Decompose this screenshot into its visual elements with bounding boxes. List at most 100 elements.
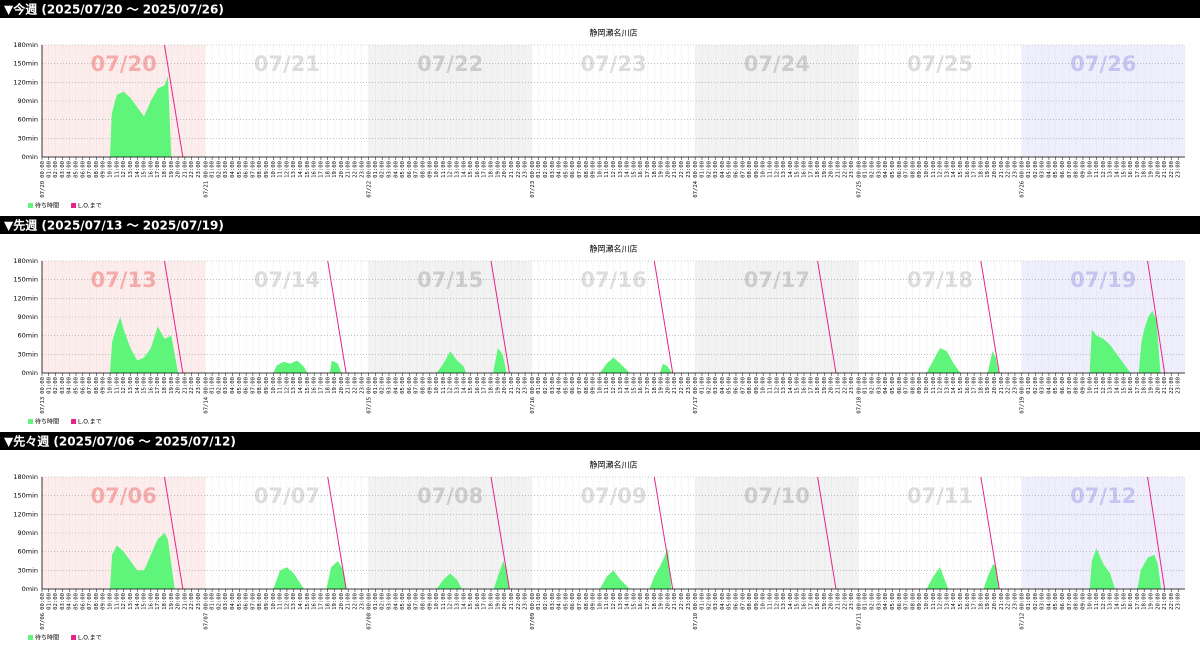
x-tick-label: 17:00	[482, 593, 488, 610]
x-tick-label: 06:00	[1060, 593, 1066, 610]
x-tick-label: 11:00	[441, 377, 447, 394]
x-tick-label: 07:00	[250, 377, 256, 394]
x-tick-label: 08:00	[1074, 161, 1080, 178]
x-tick-label: 21:00	[1162, 593, 1168, 610]
x-tick-label: 14:00	[135, 161, 141, 178]
x-tick-hour: 00:00	[529, 377, 535, 394]
x-tick-label: 09:00	[101, 593, 107, 610]
x-tick-hour: 00:00	[366, 593, 372, 610]
x-tick-label: 20:00	[1155, 593, 1161, 610]
x-tick-day: 07/09	[529, 613, 535, 630]
x-tick-label: 18:00	[978, 161, 984, 178]
x-tick-label: 18:00	[162, 377, 168, 394]
x-tick-label: 07:00	[577, 593, 583, 610]
x-tick-label: 02:00	[706, 377, 712, 394]
x-tick-label: 03:00	[60, 161, 66, 178]
x-tick-label: 02:00	[1033, 593, 1039, 610]
x-tick-label: 04:00	[230, 161, 236, 178]
x-tick-label: 23:00	[196, 593, 202, 610]
x-tick-label: 22:00	[516, 377, 522, 394]
x-tick-label: 21:00	[182, 377, 188, 394]
x-tick-label: 23:00	[523, 377, 529, 394]
x-tick-label: 19:00	[495, 593, 501, 610]
x-tick-label: 08:00	[257, 377, 263, 394]
x-tick-label: 07:00	[414, 377, 420, 394]
x-tick-label: 22:00	[189, 593, 195, 610]
x-tick-label: 21:00	[346, 161, 352, 178]
x-tick-label: 07/23 00:00	[529, 161, 535, 198]
x-tick-label: 03:00	[713, 161, 719, 178]
x-tick-label: 21:00	[509, 593, 515, 610]
legend-label: L.O.まで	[78, 419, 102, 426]
x-tick-label: 03:00	[1040, 377, 1046, 394]
x-tick-label: 02:00	[706, 161, 712, 178]
last-order-line	[163, 44, 184, 158]
x-tick-label: 22:00	[516, 161, 522, 178]
x-tick-label: 18:00	[162, 161, 168, 178]
x-tick-label: 11:00	[931, 377, 937, 394]
x-tick-label: 06:00	[570, 377, 576, 394]
legend-swatch	[71, 203, 77, 208]
x-tick-label: 17:00	[155, 593, 161, 610]
x-tick-label: 02:00	[870, 377, 876, 394]
last-order-line	[163, 260, 1166, 374]
x-tick-label: 08:00	[421, 377, 427, 394]
x-tick-label: 19:00	[985, 377, 991, 394]
y-tick-label: 90min	[17, 529, 38, 537]
x-tick-label: 23:00	[1012, 593, 1018, 610]
x-tick-label: 18:00	[978, 377, 984, 394]
x-tick-label: 04:00	[557, 593, 563, 610]
x-tick-label: 06:00	[80, 377, 86, 394]
legend-swatch	[71, 419, 77, 424]
x-tick-label: 17:00	[318, 161, 324, 178]
x-tick-label: 15:00	[1121, 377, 1127, 394]
x-tick-label: 13:00	[781, 377, 787, 394]
x-tick-label: 01:00	[210, 161, 216, 178]
x-tick-label: 15:00	[305, 377, 311, 394]
x-tick-label: 10:00	[924, 161, 930, 178]
x-tick-label: 07:00	[740, 161, 746, 178]
x-tick-label: 08:00	[747, 377, 753, 394]
x-tick-label: 13:00	[1108, 161, 1114, 178]
x-tick-label: 02:00	[706, 593, 712, 610]
x-tick-label: 08:00	[257, 593, 263, 610]
legend-label: 待ち時間	[35, 418, 59, 426]
x-tick-label: 21:00	[836, 377, 842, 394]
x-tick-label: 03:00	[1040, 593, 1046, 610]
y-tick-label: 120min	[13, 294, 38, 302]
x-tick-label: 12:00	[774, 593, 780, 610]
x-tick-label: 23:00	[523, 593, 529, 610]
x-tick-label: 21:00	[999, 593, 1005, 610]
x-tick-label: 17:00	[808, 161, 814, 178]
x-tick-label: 06:00	[733, 593, 739, 610]
x-tick-label: 10:00	[761, 161, 767, 178]
x-tick-label: 02:00	[380, 377, 386, 394]
x-tick-label: 15:00	[142, 377, 148, 394]
x-tick-label: 08:00	[94, 161, 100, 178]
x-tick-label: 02:00	[380, 593, 386, 610]
x-tick-hour: 00:00	[203, 161, 209, 178]
x-tick-label: 05:00	[563, 377, 569, 394]
x-tick-label: 15:00	[795, 593, 801, 610]
x-tick-label: 01:00	[1026, 593, 1032, 610]
x-tick-label: 06:00	[570, 593, 576, 610]
x-tick-label: 03:00	[876, 377, 882, 394]
x-tick-label: 05:00	[400, 377, 406, 394]
x-tick-hour: 00:00	[529, 161, 535, 178]
x-tick-label: 08:00	[94, 377, 100, 394]
x-tick-day: 07/07	[203, 613, 209, 630]
x-tick-label: 09:00	[917, 377, 923, 394]
x-tick-day: 07/24	[693, 180, 699, 197]
x-tick-label: 18:00	[489, 161, 495, 178]
week-section: ▼先々週 (2025/07/06 ～ 2025/07/12) 静岡瀬名川店 07/0…	[0, 432, 1200, 642]
x-tick-label: 14:00	[625, 593, 631, 610]
x-tick-label: 20:00	[829, 161, 835, 178]
x-tick-label: 12:00	[611, 593, 617, 610]
x-tick-label: 19:00	[659, 377, 665, 394]
x-tick-label: 20:00	[502, 161, 508, 178]
x-tick-label: 07:00	[87, 593, 93, 610]
x-tick-label: 11:00	[604, 161, 610, 178]
legend-label: L.O.まで	[78, 203, 102, 210]
x-tick-label: 23:00	[849, 377, 855, 394]
x-tick-label: 15:00	[468, 593, 474, 610]
